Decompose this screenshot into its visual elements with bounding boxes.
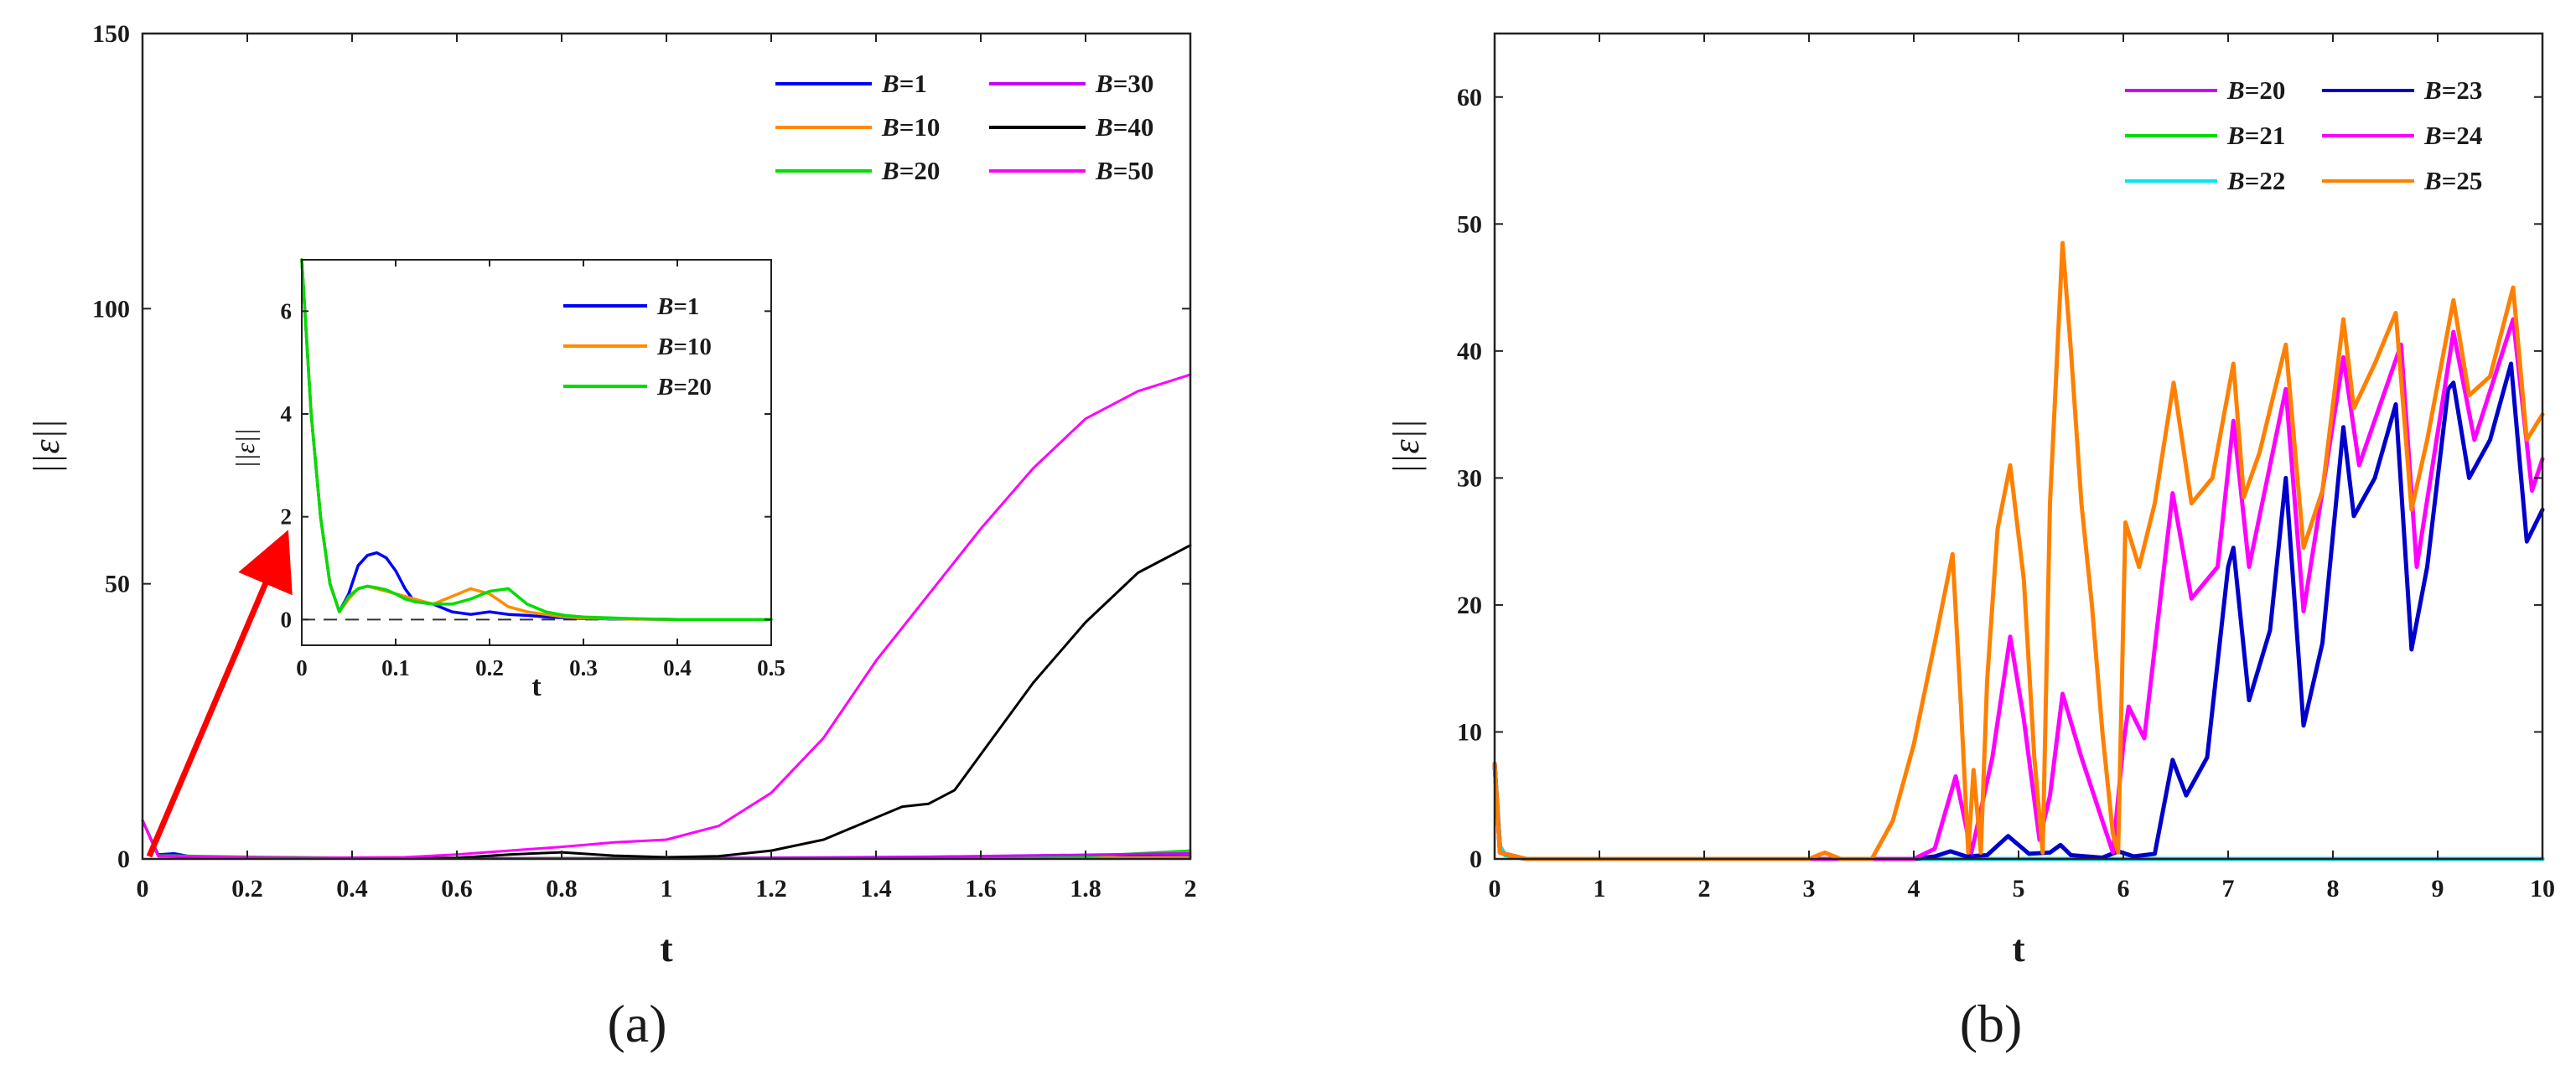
caption-b: (b) <box>1960 994 2023 1053</box>
series-line-b-50 <box>141 373 1192 860</box>
x-tick-label: 0 <box>1489 875 1501 903</box>
x-tick-label: 10 <box>2530 875 2555 903</box>
x-tick-label: 1 <box>1594 875 1606 903</box>
chart-a-inset-xticks: 0 0.1 0.2 0.3 0.4 0.5 <box>296 260 785 680</box>
y-tick-label: 6 <box>281 298 293 323</box>
legend-label-b-1: B=1 <box>881 69 927 98</box>
y-tick-label: 2 <box>281 504 293 530</box>
y-tick-label: 100 <box>92 295 130 323</box>
y-tick-label: 0 <box>281 607 293 632</box>
x-tick-label: 0.3 <box>569 655 598 680</box>
zoom-arrow <box>146 530 293 858</box>
chart-b-xlabel: t <box>2012 927 2025 970</box>
series-line-b-23 <box>1492 361 2545 861</box>
legend-label-b-24: B=24 <box>2423 121 2482 150</box>
x-tick-label: 2 <box>1698 875 1711 903</box>
x-tick-label: 8 <box>2327 875 2340 903</box>
chart-a-xticks: 0 0.2 0.4 0.6 0.8 1 1.2 1.4 1.6 1.8 2 <box>137 34 1197 903</box>
legend-label-b-20: B=20 <box>881 156 940 185</box>
legend-label-b-22: B=22 <box>2226 166 2285 195</box>
x-tick-label: 1.2 <box>755 875 787 903</box>
x-tick-label: 0.6 <box>441 875 473 903</box>
y-tick-label: 30 <box>1457 464 1482 492</box>
chart-b-legend: B=20 B=21 B=22 B=23 B=24 B=25 <box>2125 75 2482 195</box>
y-tick-label: 50 <box>1457 210 1482 238</box>
chart-a-inset-lines <box>300 258 773 622</box>
chart-a-inset-legend: B=1 B=10 B=20 <box>563 293 712 401</box>
x-tick-label: 0.4 <box>663 655 692 680</box>
x-tick-label: 2 <box>1184 875 1197 903</box>
x-tick-label: 1.6 <box>965 875 997 903</box>
x-tick-label: 0 <box>296 655 308 680</box>
chart-a-inset-plot-area <box>302 260 771 645</box>
legend-label-b-20: B=20 <box>656 374 712 401</box>
legend-label-b-1: B=1 <box>656 293 699 320</box>
chart-b-xticks: 0 1 2 3 4 5 6 7 8 9 10 <box>1489 34 2555 903</box>
y-tick-label: 150 <box>92 20 130 48</box>
x-tick-label: 0.4 <box>336 875 368 903</box>
x-tick-label: 5 <box>2013 875 2025 903</box>
x-tick-label: 0.8 <box>546 875 578 903</box>
chart-a-inset-xlabel: t <box>531 671 542 702</box>
series-line-b-20 <box>300 258 773 622</box>
legend-label-b-25: B=25 <box>2423 166 2482 195</box>
x-tick-label: 6 <box>2117 875 2130 903</box>
chart-a-legend: B=1 B=10 B=20 B=30 B=40 B=50 <box>775 69 1153 185</box>
x-tick-label: 0.2 <box>475 655 504 680</box>
x-tick-label: 7 <box>2222 875 2235 903</box>
x-tick-label: 1 <box>661 875 673 903</box>
chart-a-ylabel: ||ε|| <box>26 419 67 474</box>
y-tick-label: 10 <box>1457 718 1482 746</box>
legend-label-b-21: B=21 <box>2226 121 2285 150</box>
chart-a-inset-ylabel: ||ε|| <box>230 428 260 468</box>
legend-label-b-23: B=23 <box>2423 75 2482 105</box>
chart-b-yticks: 0 10 20 30 40 50 60 <box>1457 84 2542 873</box>
y-tick-label: 0 <box>117 846 130 873</box>
x-tick-label: 0.1 <box>381 655 410 680</box>
x-tick-label: 0.5 <box>757 655 785 680</box>
legend-label-b-50: B=50 <box>1095 156 1153 185</box>
y-tick-label: 50 <box>105 571 130 598</box>
chart-a-xlabel: t <box>660 927 673 970</box>
x-tick-label: 1.8 <box>1070 875 1101 903</box>
x-tick-label: 9 <box>2432 875 2444 903</box>
y-tick-label: 40 <box>1457 338 1482 365</box>
legend-label-b-20: B=20 <box>2226 75 2285 105</box>
x-tick-label: 3 <box>1803 875 1816 903</box>
chart-a-inset-yticks: 0 2 4 6 <box>281 298 771 632</box>
caption-a: (a) <box>607 994 666 1053</box>
x-tick-label: 0.2 <box>231 875 263 903</box>
chart-a-yticks: 0 50 100 150 <box>92 20 1190 873</box>
y-tick-label: 20 <box>1457 592 1482 619</box>
chart-b-lines <box>1492 241 2545 861</box>
x-tick-label: 4 <box>1908 875 1920 903</box>
legend-label-b-10: B=10 <box>656 334 712 360</box>
x-tick-label: 0 <box>137 875 149 903</box>
legend-label-b-30: B=30 <box>1095 69 1153 98</box>
y-tick-label: 60 <box>1457 84 1482 111</box>
x-tick-label: 1.4 <box>860 875 892 903</box>
y-tick-label: 4 <box>281 401 293 427</box>
chart-a-inset-axes-box <box>301 259 772 646</box>
legend-label-b-40: B=40 <box>1095 112 1153 142</box>
series-line-b-25 <box>1492 241 2545 861</box>
chart-b-ylabel: ||ε|| <box>1386 419 1427 474</box>
y-tick-label: 0 <box>1469 846 1482 873</box>
legend-label-b-10: B=10 <box>881 112 940 142</box>
chart-a-inset: 0 0.1 0.2 0.3 0.4 0.5 0 2 4 6 t ||ε|| B=1 B=10 B=2… <box>230 258 785 702</box>
